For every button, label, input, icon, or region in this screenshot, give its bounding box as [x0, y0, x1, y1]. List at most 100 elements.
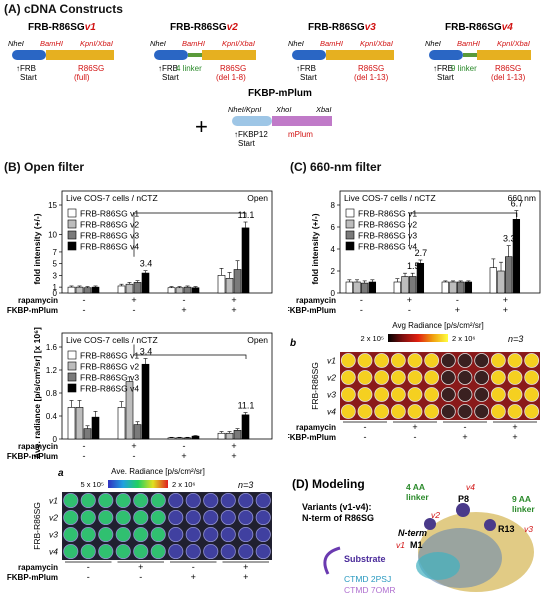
bar-4-4	[241, 414, 250, 440]
well	[407, 387, 423, 402]
n-label: n=3	[508, 334, 523, 344]
domain-r86sg-label: R86SG	[78, 64, 104, 73]
legend-label-3: FRB-R86SG v3	[80, 373, 139, 383]
well	[440, 370, 456, 385]
bar-2-3	[449, 281, 457, 294]
well	[490, 387, 506, 402]
legend-label-3: FRB-R86SG v3	[80, 231, 139, 241]
rapamycin-sign: -	[360, 295, 363, 305]
site-nhei: NheI	[8, 39, 24, 48]
well	[374, 404, 390, 419]
well	[80, 492, 96, 509]
well	[340, 387, 356, 402]
legend-label-4: FRB-R86SG v4	[358, 242, 417, 252]
bar-4-2	[141, 272, 150, 294]
well	[490, 370, 506, 385]
rapamycin-sign: +	[231, 295, 236, 305]
site-bamhi: BamHI	[320, 39, 343, 48]
domain-start-label: Start	[300, 73, 318, 82]
rapamycin-sign: +	[512, 422, 517, 432]
radiance-title: Avg Radiance [p/s/cm²/sr]	[392, 321, 483, 330]
well	[507, 370, 523, 385]
rapamycin-sign: -	[464, 422, 467, 432]
plate-row-label: v4	[327, 407, 336, 417]
bar-1-2	[393, 281, 401, 294]
rapamycin-sign: +	[503, 295, 508, 305]
row-label-rapamycin: rapamycin	[296, 423, 336, 432]
rapamycin-sign: +	[138, 562, 143, 572]
domain-r86sg-range: (del 1-13)	[354, 73, 389, 82]
well	[490, 353, 506, 368]
domain-start-label: Start	[162, 73, 180, 82]
chart-subtitle: Live COS-7 cells / nCTZ	[344, 193, 436, 203]
chart-b-fold-intensity: Live COS-7 cells / nCTZ Open 01 3 5 7 10 15 fold…	[7, 190, 273, 315]
panel-a-title: (A) cDNA Constructs	[4, 2, 123, 16]
well	[150, 492, 166, 509]
bar-2-4	[497, 270, 505, 294]
well	[390, 353, 406, 368]
plate	[340, 352, 540, 420]
well	[98, 492, 114, 509]
y-tick-label: 3	[53, 271, 58, 280]
y-tick-label: 0.4	[46, 412, 58, 421]
well	[357, 370, 373, 385]
domain-frb-label: ↑FRB	[296, 64, 316, 73]
site-xbai: XbaI	[315, 105, 331, 114]
bar-4-4	[512, 218, 521, 294]
bar-4-2	[141, 363, 150, 440]
y-axis-label: fold intensity (+/-)	[310, 213, 320, 284]
legend-swatch-4	[345, 241, 355, 251]
variants-line2: N-term of R86SG	[302, 513, 374, 523]
panel-d-modeling: (D) Modeling Variants (v1-v4):N-term of R…	[292, 477, 535, 595]
well	[440, 387, 456, 402]
panel-c-title: (C) 660-nm filter	[290, 160, 382, 174]
panel-b-title: (B) Open filter	[4, 160, 84, 174]
y-tick-label: 5	[53, 260, 58, 269]
chart-subtitle: Live COS-7 cells / nCTZ	[66, 193, 158, 203]
bar-2-1	[353, 281, 361, 294]
domain-start-label: Start	[437, 73, 455, 82]
plate-row-label: v2	[49, 513, 58, 523]
bar-4-1	[368, 281, 377, 294]
rapamycin-sign: -	[192, 562, 195, 572]
data-label: 3.3	[503, 234, 516, 244]
well	[115, 526, 131, 543]
y-tick-label: 15	[48, 201, 57, 210]
data-label: 2.7	[415, 248, 428, 258]
rapamycin-sign: -	[183, 295, 186, 305]
y-tick-label: 6	[331, 223, 336, 232]
rapamycin-sign: +	[407, 295, 412, 305]
panel-d-title: (D) Modeling	[292, 477, 365, 491]
construct-name-2: FRB-R86SGv2	[170, 22, 238, 33]
well	[133, 526, 149, 543]
legend-swatch-2	[345, 219, 355, 229]
data-label: 1.5	[407, 261, 420, 271]
fkbp-sign: -	[87, 572, 90, 582]
well	[238, 492, 254, 509]
well	[220, 526, 236, 543]
row-label-rapamycin: rapamycin	[18, 563, 58, 572]
fkbp-sign: +	[181, 305, 186, 315]
y-tick-label: 8	[331, 201, 336, 210]
bar-4-1	[91, 416, 100, 440]
domain-r86sg-label: R86SG	[220, 64, 246, 73]
well	[524, 353, 540, 368]
rapamycin-sign: -	[87, 562, 90, 572]
p8-residue	[456, 503, 470, 517]
rapamycin-sign: -	[183, 441, 186, 451]
legend-label-1: FRB-R86SG v1	[80, 209, 139, 219]
row-label-fkbp: FKBP-mPlum	[7, 573, 58, 582]
domain-r86sg-label: R86SG	[495, 64, 521, 73]
well	[457, 387, 473, 402]
plate-row-label: v1	[327, 356, 336, 366]
well	[115, 543, 131, 560]
fkbp-sign: +	[231, 451, 236, 461]
y-tick-label: 0.8	[46, 389, 58, 398]
construct-name-4: FRB-R86SGv4	[445, 22, 513, 33]
well	[424, 370, 440, 385]
well	[63, 543, 79, 560]
well	[238, 526, 254, 543]
bar-3-4	[233, 430, 242, 440]
frb-domain	[12, 50, 46, 60]
